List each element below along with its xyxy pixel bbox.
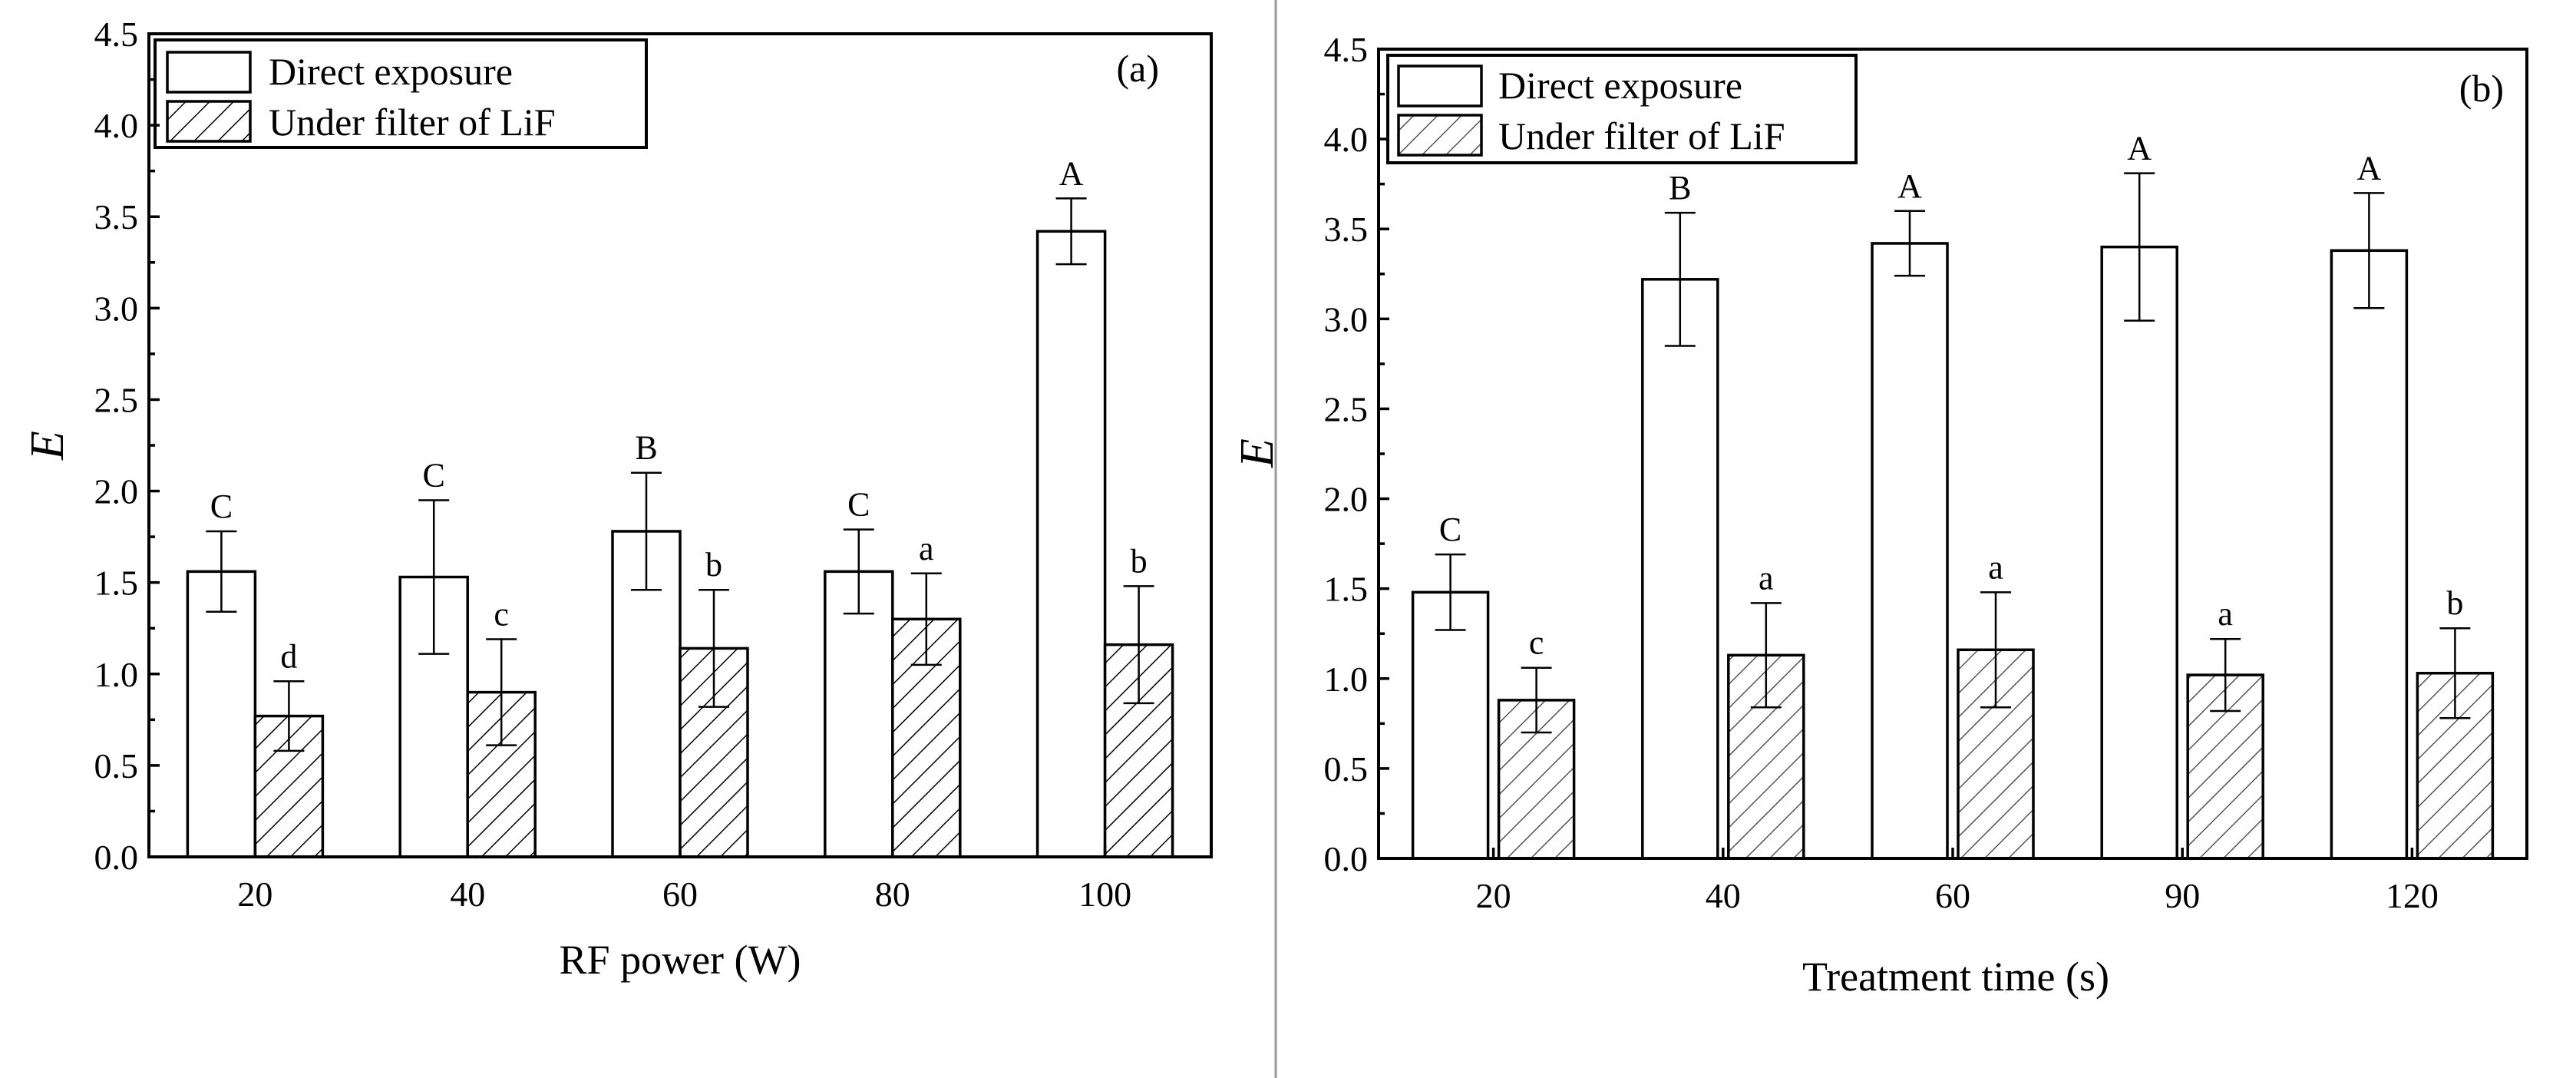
significance-letter: a xyxy=(919,530,934,567)
plot-frame-b xyxy=(1377,48,2528,860)
significance-letter: b xyxy=(2446,584,2463,622)
y-tick-label: 3.5 xyxy=(94,197,139,236)
x-tick-label: 120 xyxy=(2386,876,2439,915)
legend-label-filter-b: Under filter of LiF xyxy=(1498,114,1785,157)
x-tick-label: 60 xyxy=(662,875,698,914)
legend-label-direct-b: Direct exposure xyxy=(1498,64,1742,107)
legend-box-b xyxy=(1386,54,1858,164)
y-tick-label: 1.5 xyxy=(1324,570,1369,609)
x-tick-label: 90 xyxy=(2165,876,2200,915)
significance-letter: A xyxy=(2127,130,2152,167)
significance-letter: C xyxy=(210,488,233,525)
panel-label-b: (b) xyxy=(2459,67,2504,110)
y-tick-label: 4.5 xyxy=(1324,30,1369,69)
y-tick-label: 4.0 xyxy=(1324,120,1369,159)
legend-swatch-filter-a xyxy=(166,100,252,143)
y-tick-label: 1.0 xyxy=(1324,660,1369,699)
bar-direct-exposure xyxy=(2330,249,2409,860)
x-tick-label: 40 xyxy=(450,875,485,914)
legend-swatch-direct-b xyxy=(1397,64,1483,107)
y-tick-label: 3.0 xyxy=(1324,299,1369,339)
legend-label-direct-a: Direct exposure xyxy=(269,50,513,93)
legend-b: Direct exposure Under filter of LiF xyxy=(1386,54,1858,164)
chart-panel-a: Cd Cc Bb Ca Ab 0.0 0.5 1.0 1.5 2.0 2.5 3.0 3.5 4.0 4.… xyxy=(21,15,1213,983)
significance-letter: A xyxy=(1059,154,1084,192)
y-tick-label: 4.5 xyxy=(94,15,139,54)
y-tick-label: 2.5 xyxy=(94,380,139,419)
panel-label-a: (a) xyxy=(1117,47,1160,90)
significance-letter: a xyxy=(1759,559,1774,597)
x-axis-a: 20 40 60 80 100 xyxy=(237,846,1131,914)
y-tick-label: 2.5 xyxy=(1324,389,1369,428)
y-axis-title-b: E xyxy=(1231,438,1283,468)
significance-letter: b xyxy=(1131,542,1148,580)
bar-direct-exposure xyxy=(1411,590,1490,860)
legend-box-a xyxy=(154,38,648,149)
y-axis-a: 0.0 0.5 1.0 1.5 2.0 2.5 3.0 3.5 4.0 4.5 xyxy=(94,15,160,877)
legend-a: Direct exposure Under filter of LiF xyxy=(154,38,648,149)
legend-swatch-direct-a xyxy=(166,51,252,94)
significance-letter: C xyxy=(847,486,870,524)
significance-letter: d xyxy=(280,637,297,675)
significance-letter: A xyxy=(1897,167,1922,205)
x-tick-label: 20 xyxy=(1476,876,1511,915)
y-tick-label: 1.5 xyxy=(94,564,139,603)
significance-letter: c xyxy=(494,596,509,633)
x-tick-label: 40 xyxy=(1706,876,1741,915)
x-tick-label: 60 xyxy=(1935,876,1970,915)
significance-letters-a: Cd Cc Bb Ca Ab xyxy=(210,154,1148,675)
x-tick-label: 100 xyxy=(1078,875,1131,914)
y-tick-label: 2.0 xyxy=(94,472,139,511)
bar-direct-exposure xyxy=(1871,242,1949,860)
y-tick-label: 3.0 xyxy=(94,289,139,328)
legend-swatch-filter-b xyxy=(1397,114,1483,157)
significance-letter: A xyxy=(2357,149,2382,187)
y-tick-label: 1.0 xyxy=(94,655,139,694)
x-axis-title-a: RF power (W) xyxy=(560,937,801,983)
y-tick-label: 0.5 xyxy=(1324,749,1369,789)
bar-direct-exposure xyxy=(186,570,257,858)
bars-a xyxy=(186,230,1174,858)
significance-letter: a xyxy=(1988,548,2003,586)
significance-letter: C xyxy=(423,456,445,494)
bar-direct-exposure xyxy=(1641,278,1719,860)
chart-panel-b: Cc Ba Aa Aa Ab 0.0 0.5 1.0 1.5 2.0 2.5 3.0 3.5 4.0 4.… xyxy=(1231,30,2528,1000)
y-tick-label: 0.5 xyxy=(94,746,139,785)
x-axis-title-b: Treatment time (s) xyxy=(1802,954,2109,1000)
legend-label-filter-a: Under filter of LiF xyxy=(269,101,556,144)
y-tick-label: 4.0 xyxy=(94,106,139,145)
bar-direct-exposure xyxy=(1035,230,1107,858)
error-bars-b xyxy=(1435,172,2471,734)
y-tick-label: 0.0 xyxy=(94,838,139,877)
bars-b xyxy=(1411,242,2495,860)
significance-letter: B xyxy=(635,429,657,467)
plot-frame-a xyxy=(147,32,1213,858)
significance-letters-b: Cc Ba Aa Aa Ab xyxy=(1439,130,2463,662)
significance-letter: C xyxy=(1439,511,1461,548)
error-bars-a xyxy=(206,197,1154,752)
x-tick-label: 80 xyxy=(875,875,910,914)
y-tick-label: 2.0 xyxy=(1324,480,1369,519)
significance-letter: B xyxy=(1669,169,1691,207)
y-tick-label: 0.0 xyxy=(1324,839,1369,878)
x-tick-label: 20 xyxy=(237,875,272,914)
significance-letter: a xyxy=(2218,595,2233,633)
significance-letter: b xyxy=(705,546,722,584)
y-tick-label: 3.5 xyxy=(1324,210,1369,249)
y-axis-title-a: E xyxy=(21,431,74,461)
x-axis-b: 20 40 60 90 120 xyxy=(1476,848,2439,915)
significance-letter: c xyxy=(1529,624,1544,662)
bar-direct-exposure xyxy=(2100,245,2178,860)
